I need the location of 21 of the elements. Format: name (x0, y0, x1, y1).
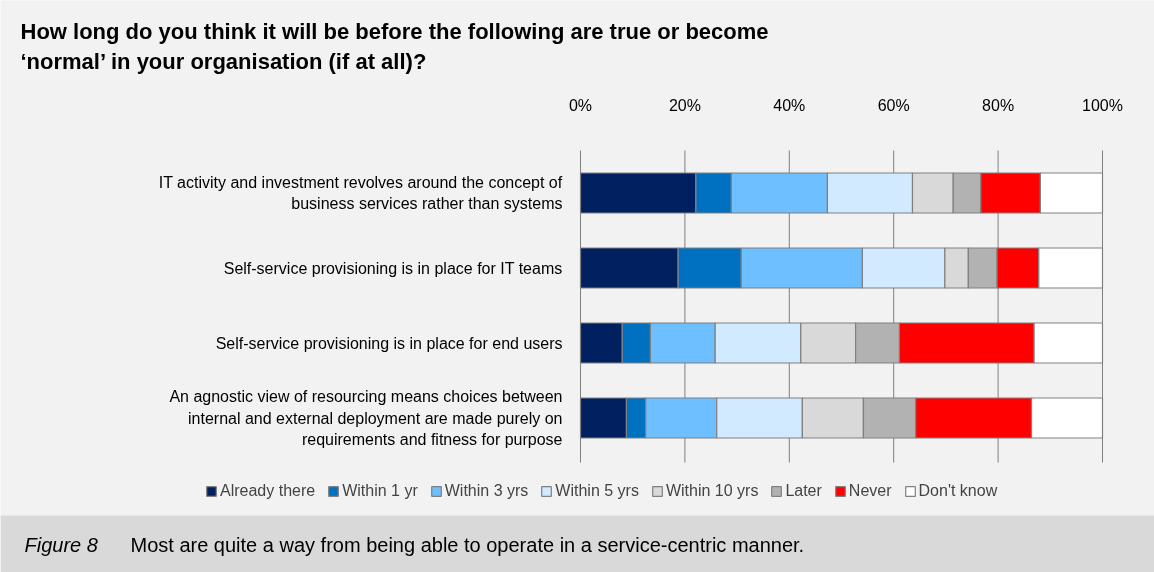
text: How long do you think it will be before the following are true or become ‘normal’ in your organisation (if at all)? (20, 18, 769, 74)
legend-label: Never (848, 482, 892, 500)
x-tick-label: 100% (1082, 97, 1123, 114)
caption: Figure 8 (24, 533, 98, 556)
x-tick-label: 80% (982, 97, 1015, 114)
legend-label: Don't know (918, 482, 998, 500)
y-tick-label: An agnostic view of resourcing means choices between internal and external deployment are made purely on requirements and fitness for purpose (169, 388, 563, 448)
y-tick-label: Self-service provisioning is in place for IT teams (223, 259, 563, 277)
x-tick-label: 40% (773, 97, 806, 114)
x-tick-label: 20% (668, 97, 701, 114)
legend-label: Later (785, 482, 822, 500)
text: Most are quite a way from being able to operate in a service-centric manner. (130, 533, 805, 556)
legend-label: Within 1 yr (342, 482, 418, 500)
x-tick-label: 60% (877, 97, 910, 114)
legend-label: Within 3 yrs (444, 482, 529, 500)
legend-label: Within 5 yrs (555, 482, 639, 500)
x-tick-label: 0% (568, 97, 593, 114)
legend-label: Already there (220, 482, 316, 500)
legend-label: Within 10 yrs (665, 482, 759, 500)
y-tick-label: IT activity and investment revolves around the concept of business services rather than systems (158, 173, 563, 213)
y-tick-label: Self-service provisioning is in place for end users (215, 334, 563, 352)
